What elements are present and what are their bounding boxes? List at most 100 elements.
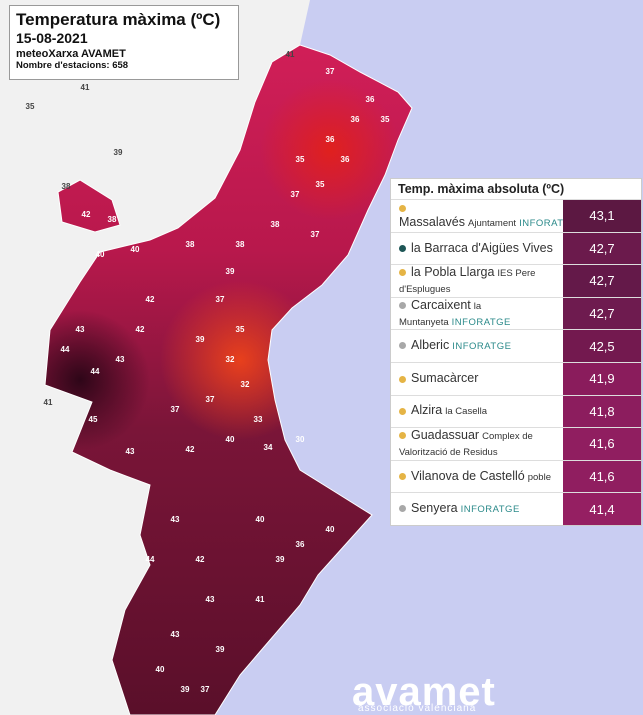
station-text: Alzira la Casella (399, 403, 487, 419)
station: Sumacàrcer (399, 363, 559, 395)
badge: INFORATGE (460, 504, 520, 516)
station-value: 41,4 (563, 493, 641, 525)
station-label: 40 (256, 515, 265, 524)
status-dot (399, 407, 406, 415)
ranking-row: la Pobla Llarga IES Pere d'Esplugues 42,7 (391, 264, 641, 297)
station-name: Alberic (411, 338, 450, 353)
station-value: 42,5 (563, 330, 641, 362)
station-label: 36 (351, 115, 360, 124)
date: 15-08-2021 (16, 30, 88, 46)
ranking-row: Alzira la Casella 41,8 (391, 394, 641, 428)
station-label: 37 (216, 295, 225, 304)
station-label: 41 (81, 83, 90, 92)
status-dot (399, 472, 406, 480)
station-value: 43,1 (563, 200, 641, 232)
station-label: 42 (82, 210, 91, 219)
station-name: la Pobla Llarga (411, 264, 495, 279)
station-label: 40 (326, 525, 335, 534)
ranking-row: Sumacàrcer 41,9 (391, 362, 641, 395)
station-labels: 35 41 39 38 41 41 42 38 37 36 36 35 36 35 36 35 37 38 37 38… (26, 50, 390, 694)
status-dot (399, 342, 406, 350)
station-label: 42 (136, 325, 145, 334)
station-label: 37 (201, 685, 210, 694)
station-name: la Barraca d'Aigües Vives (411, 240, 553, 255)
ranking-title: Temp. màxima absoluta (ºC) (398, 182, 565, 196)
station-label: 42 (186, 445, 195, 454)
station-label: 35 (26, 102, 35, 111)
station-detail: IES Pere d'Esplugues (399, 267, 536, 295)
station-value: 41,8 (563, 395, 641, 428)
station-detail: la Casella (445, 406, 487, 418)
station-detail: Complex de Valorització de Residus (399, 430, 533, 458)
station-label: 43 (116, 355, 125, 364)
station-label: 37 (326, 67, 335, 76)
station-label: 40 (96, 250, 105, 259)
station: Massalavés Ajuntament INFORATGE (399, 200, 578, 232)
station-label: 41 (286, 50, 295, 59)
title: Temperatura màxima (ºC) (16, 10, 221, 29)
station-text: Alberic INFORATGE (399, 338, 511, 354)
station-detail: poble (527, 471, 551, 483)
station-label: 43 (171, 515, 180, 524)
station-label: 38 (62, 182, 71, 191)
station-value: 41,9 (563, 363, 641, 395)
status-dot (399, 269, 406, 277)
station-label: 38 (236, 240, 245, 249)
station-label: 37 (311, 230, 320, 239)
station-label: 34 (264, 443, 273, 452)
station-label: 37 (171, 405, 180, 414)
station-label: 32 (226, 355, 235, 364)
station-label: 41 (256, 595, 265, 604)
station-label: 42 (196, 555, 205, 564)
station-value: 41,6 (563, 428, 641, 460)
station-name: Senyera (411, 501, 458, 516)
station: Vilanova de Castelló poble (399, 461, 559, 493)
status-dot (399, 301, 406, 309)
station-value: 42,7 (563, 232, 641, 265)
station-label: 35 (316, 180, 325, 189)
station-text: Massalavés Ajuntament INFORATGE (399, 200, 578, 231)
station-label: 35 (296, 155, 305, 164)
station-label: 30 (296, 435, 305, 444)
badge: INFORATGE (519, 218, 579, 230)
station-text: Vilanova de Castelló poble (399, 469, 551, 485)
station-label: 37 (291, 190, 300, 199)
ranking-row: Senyera INFORATGE 41,4 (391, 492, 641, 525)
station-label: 40 (156, 665, 165, 674)
station-label: 41 (44, 398, 53, 407)
badge: INFORATGE (452, 341, 512, 353)
station-name: Sumacàrcer (411, 371, 479, 386)
station-label: 44 (91, 367, 100, 376)
station: Guadassuar Complex de Valorització de Res… (399, 428, 559, 460)
station: Alzira la Casella (399, 396, 559, 428)
station-text: la Pobla Llarga IES Pere d'Esplugues (399, 265, 559, 297)
station: la Barraca d'Aigües Vives (399, 233, 559, 265)
station-label: 33 (254, 415, 263, 424)
stations: Nombre d'estacions: 658 (16, 60, 129, 71)
logo-tagline: associació valenciana (358, 703, 477, 714)
station-label: 43 (206, 595, 215, 604)
station-label: 38 (186, 240, 195, 249)
status-dot (399, 375, 406, 383)
station-label: 39 (226, 267, 235, 276)
ranking-row: Alberic INFORATGE 42,5 (391, 329, 641, 362)
station-value: 42,7 (563, 297, 641, 330)
station-text: Guadassuar Complex de Valorització de Res… (399, 428, 559, 460)
station-label: 36 (326, 135, 335, 144)
status-dot (399, 245, 406, 253)
station-label: 39 (114, 148, 123, 157)
station-label: 39 (196, 335, 205, 344)
station-label: 35 (236, 325, 245, 334)
status-dot (399, 432, 406, 440)
station: Senyera INFORATGE (399, 493, 559, 525)
ranking: Temp. màxima absoluta (ºC) Massalavés Aju… (390, 178, 642, 526)
station-label: 44 (61, 345, 70, 354)
station-label: 37 (206, 395, 215, 404)
station-text: Carcaixent la Muntanyeta INFORATGE (399, 298, 559, 330)
station-name: Alzira (411, 403, 443, 418)
station-name: Carcaixent (411, 297, 471, 312)
station-text: la Barraca d'Aigües Vives (399, 241, 553, 256)
station: Alberic INFORATGE (399, 330, 559, 362)
station-label: 44 (146, 555, 155, 564)
